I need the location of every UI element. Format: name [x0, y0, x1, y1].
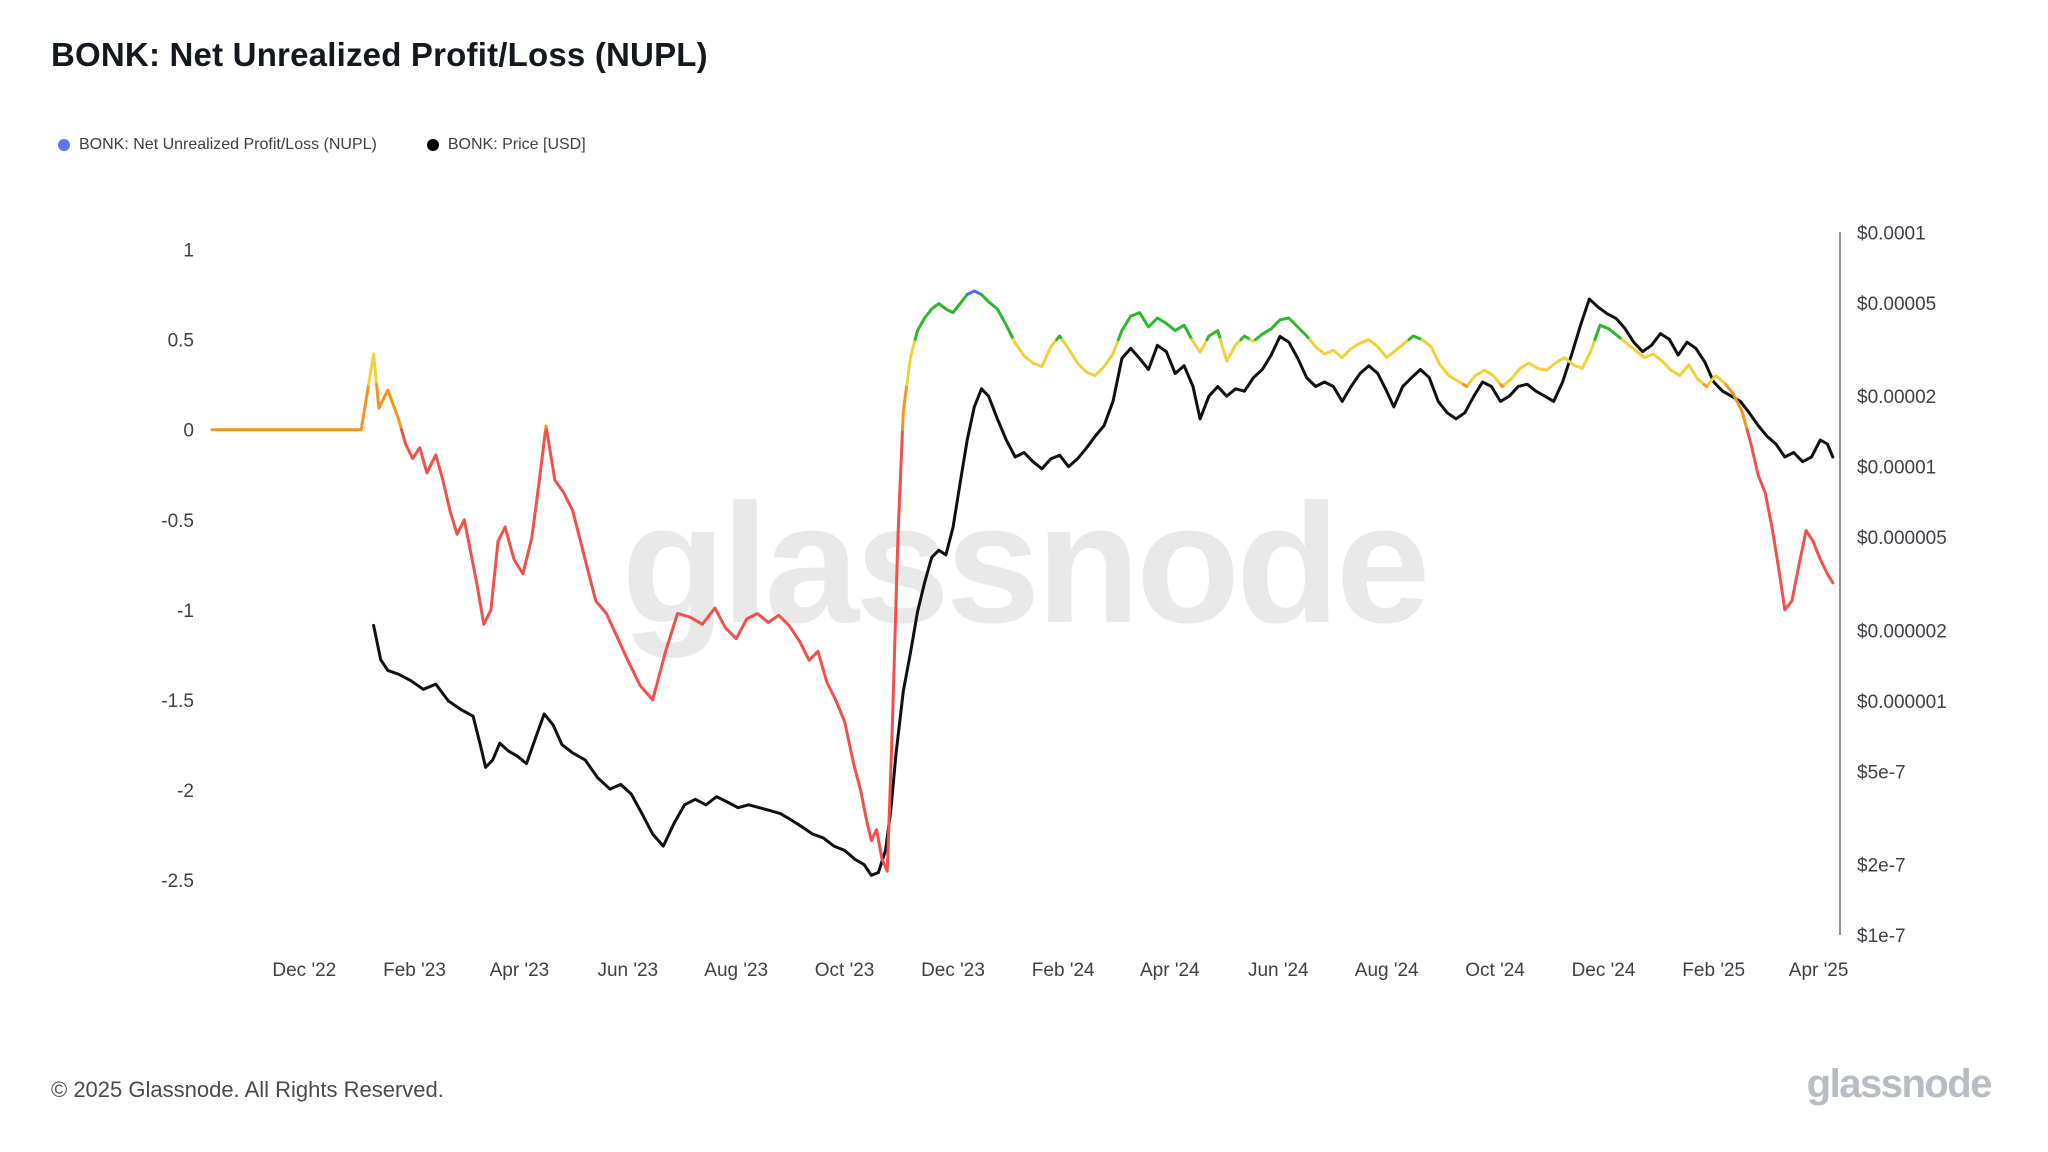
legend-item-nupl[interactable]: BONK: Net Unrealized Profit/Loss (NUPL) — [58, 136, 377, 154]
right-axis-tick-label: $0.0001 — [1857, 224, 1926, 245]
right-axis-tick-label: $0.000005 — [1857, 528, 1947, 549]
left-axis-tick-label: 0 — [183, 421, 194, 442]
nupl-line-segment — [913, 293, 969, 342]
nupl-line-segment — [1239, 334, 1252, 342]
glassnode-logo: glassnode — [1806, 1062, 1993, 1106]
price-legend-label: BONK: Price [USD] — [447, 136, 586, 153]
x-axis-tick-label: Apr '23 — [490, 960, 550, 981]
nupl-line-segment — [1724, 383, 1749, 432]
glassnode-watermark: glassnode — [621, 469, 1431, 659]
x-axis-tick-label: Aug '23 — [704, 960, 768, 981]
left-axis-tick-label: -2.5 — [161, 871, 194, 892]
nupl-line-segment — [901, 383, 909, 432]
price-line — [372, 297, 1835, 877]
nupl-line-segment — [375, 383, 403, 432]
nupl-line-segment — [1407, 334, 1424, 342]
right-axis-tick-label: $0.000002 — [1857, 621, 1947, 642]
x-axis-tick-label: Aug '24 — [1355, 960, 1419, 981]
nupl-line-segment — [965, 289, 983, 297]
page-title: BONK: Net Unrealized Profit/Loss (NUPL) — [51, 36, 708, 73]
right-axis-tick-label: $0.00001 — [1857, 458, 1936, 479]
left-axis-tick-label: -1 — [177, 601, 194, 622]
legend-item-price[interactable]: BONK: Price [USD] — [426, 136, 586, 154]
nupl-line-segment — [1190, 338, 1209, 354]
nupl-line-segment — [1116, 311, 1194, 342]
right-axis-tick-label: $0.00005 — [1857, 294, 1936, 315]
nupl-line-segment — [1502, 338, 1597, 387]
right-axis-tick-label: $0.000001 — [1857, 692, 1947, 713]
x-axis-tick-label: Jun '24 — [1248, 960, 1309, 981]
nupl-line-segment — [1593, 323, 1624, 342]
x-axis-tick-label: Feb '23 — [383, 960, 446, 981]
x-axis-tick-label: Apr '24 — [1140, 960, 1200, 981]
x-axis-tick-label: Dec '24 — [1572, 960, 1636, 981]
legend: BONK: Net Unrealized Profit/Loss (NUPL) … — [58, 136, 586, 154]
nupl-line-segment — [1745, 428, 1835, 612]
x-axis-tick-label: Jun '23 — [597, 960, 658, 981]
nupl-line-segment — [400, 428, 548, 626]
nupl-line-segment — [1218, 338, 1243, 363]
x-axis-tick-label: Feb '25 — [1682, 960, 1745, 981]
nupl-line-segment — [1205, 329, 1222, 342]
nupl-line-segment — [905, 338, 917, 387]
nupl-line-segment — [1011, 338, 1059, 369]
left-axis-tick-label: -2 — [177, 781, 194, 802]
left-axis-tick-label: -0.5 — [161, 511, 194, 532]
nupl-line-segment — [980, 293, 1015, 342]
x-axis-tick-label: Oct '24 — [1465, 960, 1525, 981]
right-axis-tick-label: $0.00002 — [1857, 387, 1936, 408]
nupl-line-segment — [1308, 338, 1411, 360]
left-axis-tick-label: 1 — [183, 241, 194, 262]
x-axis-tick-label: Apr '25 — [1789, 960, 1849, 981]
nupl-line-segment — [1060, 338, 1120, 378]
right-axis-tick-label: $5e-7 — [1857, 762, 1906, 783]
price-legend-dot-icon — [426, 139, 439, 151]
nupl-line-segment — [1420, 338, 1466, 387]
left-axis-tick-label: -1.5 — [161, 691, 194, 712]
x-axis-tick-label: Dec '22 — [272, 960, 336, 981]
x-axis-tick-label: Feb '24 — [1032, 960, 1095, 981]
copyright-text: © 2025 Glassnode. All Rights Reserved. — [51, 1077, 444, 1102]
x-axis-tick-label: Oct '23 — [815, 960, 875, 981]
nupl-legend-label: BONK: Net Unrealized Profit/Loss (NUPL) — [79, 136, 377, 153]
nupl-line-segment — [1466, 368, 1503, 387]
right-axis-tick-label: $1e-7 — [1857, 926, 1906, 947]
x-axis-tick-label: Dec '23 — [921, 960, 985, 981]
right-axis-tick-label: $2e-7 — [1857, 856, 1906, 877]
nupl-line-segment — [367, 352, 379, 387]
left-axis-tick-label: 0.5 — [168, 331, 194, 352]
nupl-line-segment — [1254, 316, 1312, 342]
nupl-legend-dot-icon — [58, 139, 70, 151]
nupl-line-segment — [545, 428, 904, 873]
nupl-line-segment — [210, 383, 371, 432]
nupl-line-segment — [1620, 338, 1706, 387]
